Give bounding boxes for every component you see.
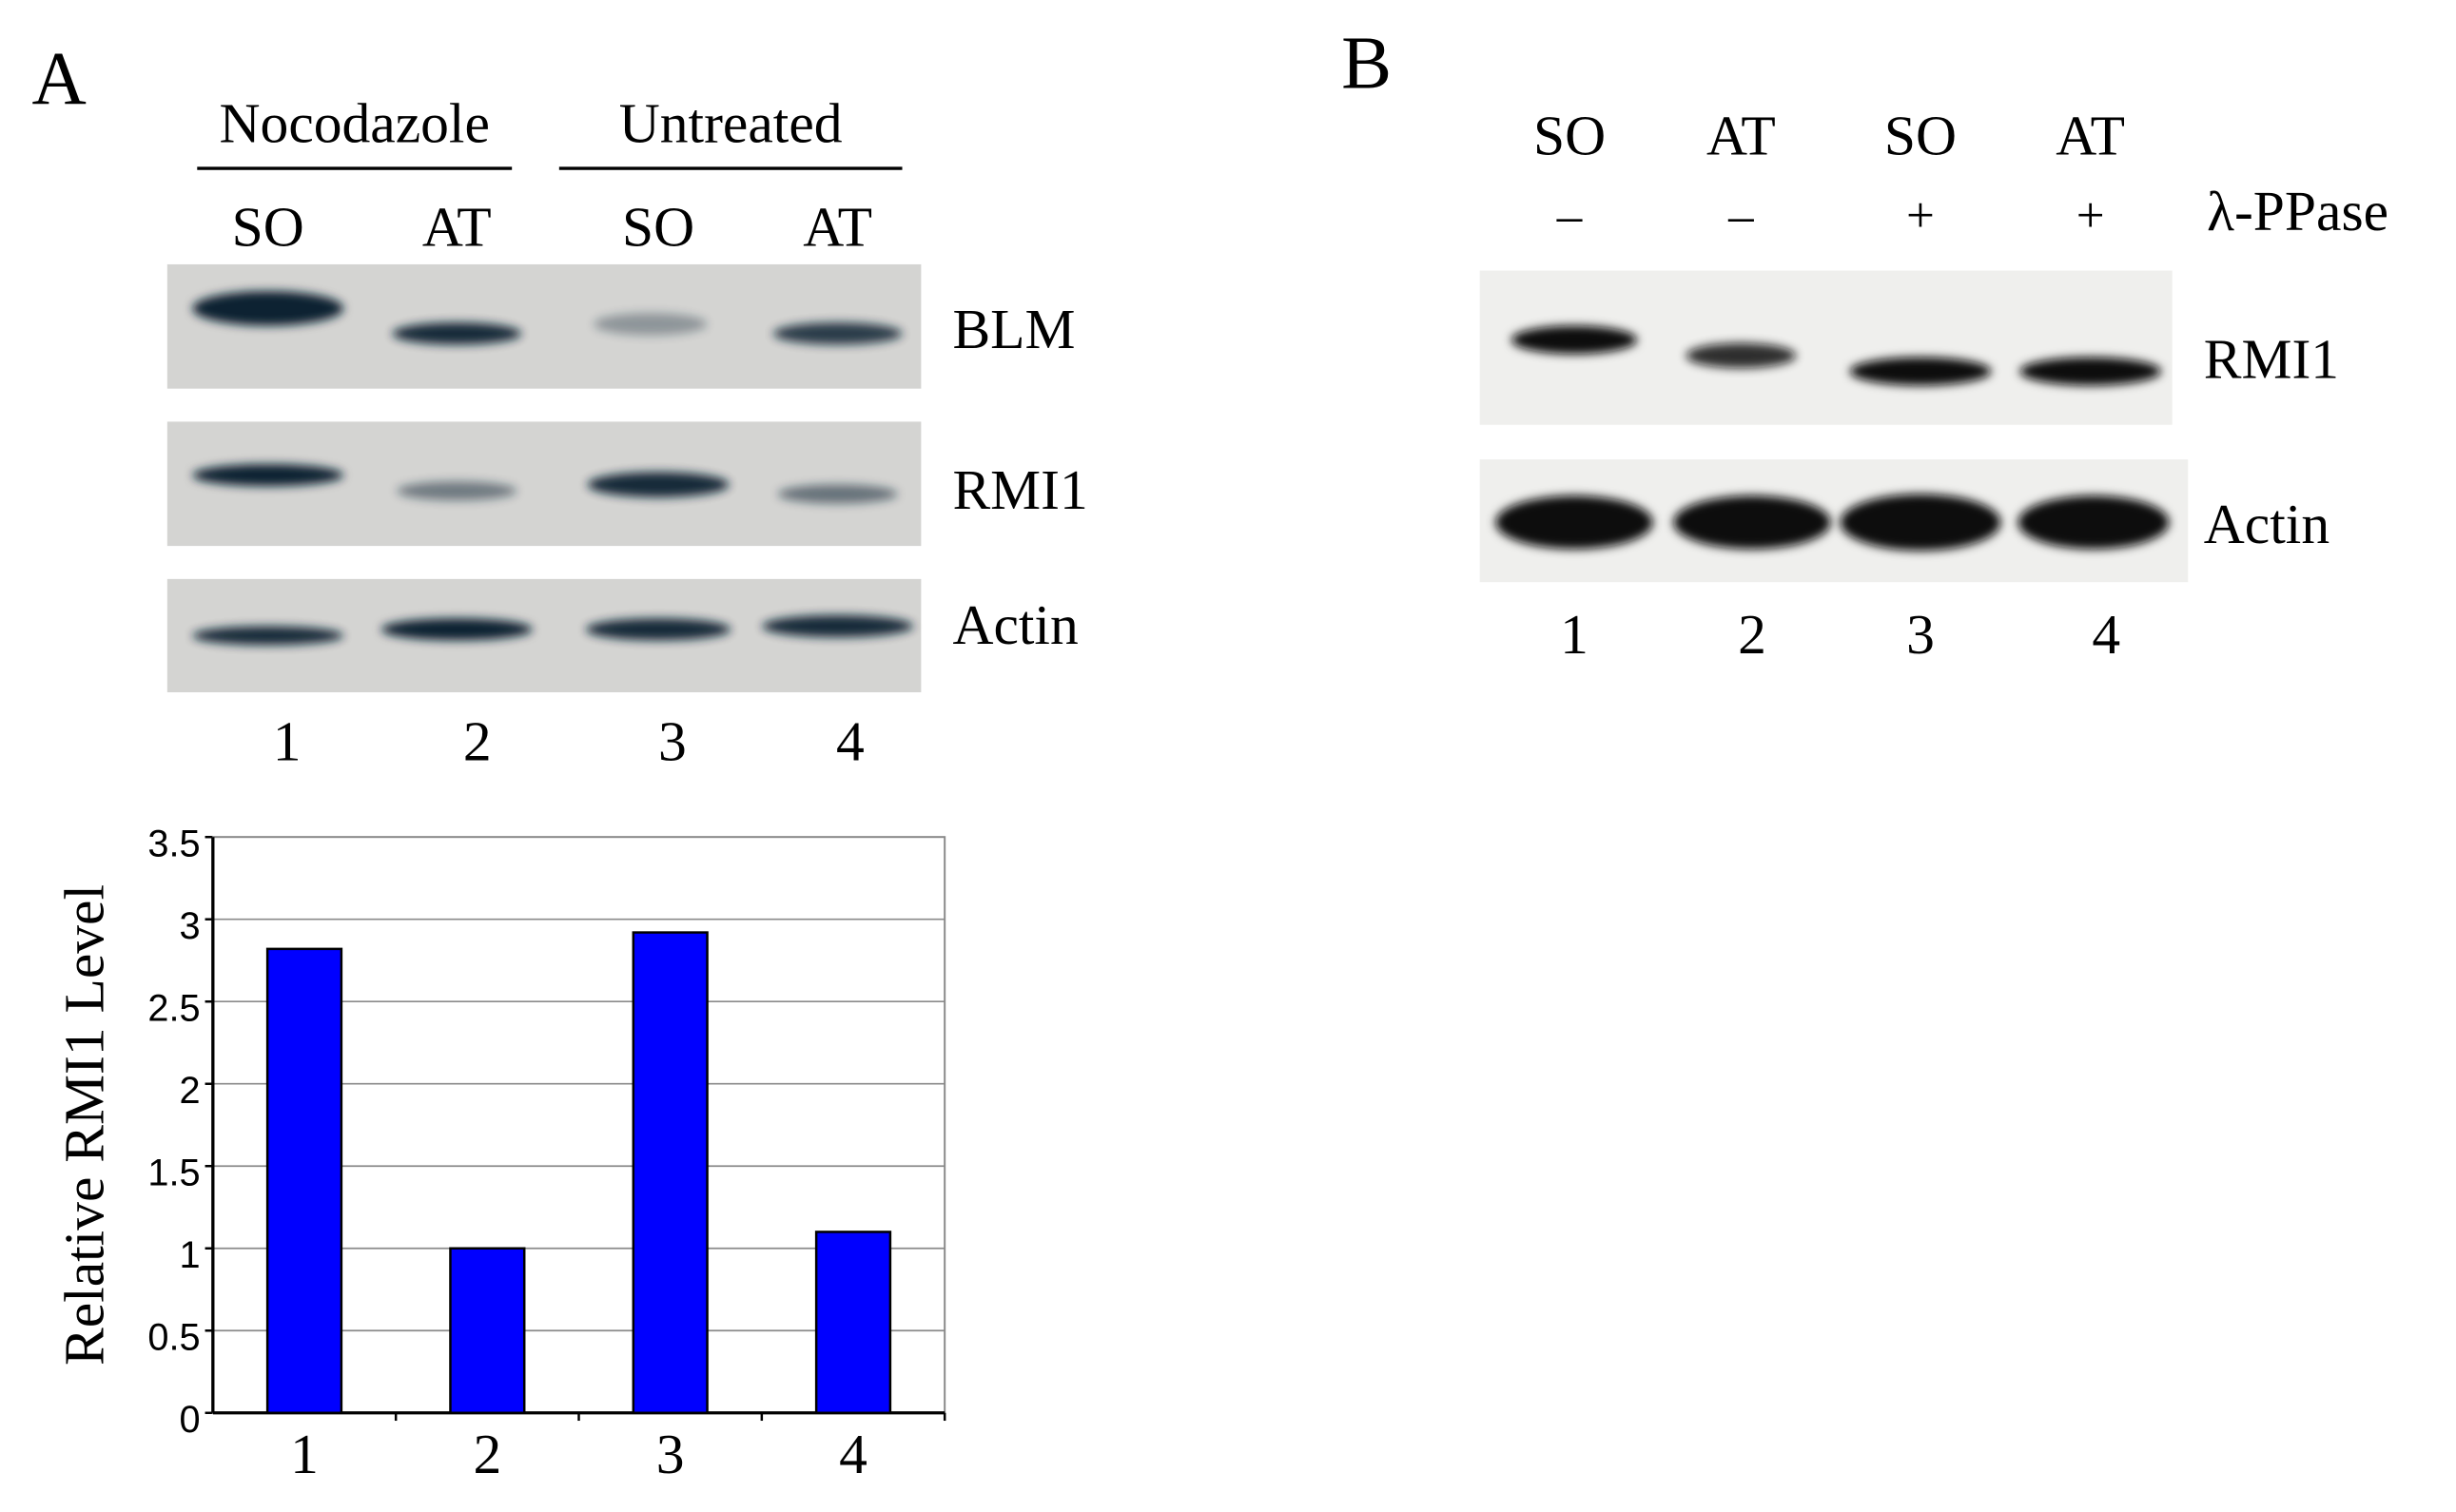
- lane-label: AT: [2056, 105, 2125, 167]
- blot-band: [772, 322, 903, 345]
- y-tick-label: 1.5: [147, 1153, 200, 1194]
- blot-label: RMI1: [952, 458, 1087, 521]
- y-tick-label: 0: [180, 1399, 201, 1441]
- blot-band: [1511, 325, 1638, 355]
- treatment-sign: +: [2076, 188, 2105, 243]
- blot-band: [1849, 357, 1992, 386]
- blot-band: [585, 618, 731, 641]
- blot-band: [192, 464, 344, 487]
- panel-label: A: [32, 37, 87, 121]
- lane-number: 2: [463, 710, 492, 773]
- blot-label: Actin: [2204, 493, 2329, 555]
- blot-band: [1840, 494, 2001, 552]
- blot-band: [2017, 495, 2170, 550]
- bar: [265, 947, 343, 1415]
- lane-number: 1: [1560, 603, 1589, 666]
- blot-band: [1673, 495, 1831, 550]
- blot-label: Actin: [952, 593, 1078, 656]
- y-tick-label: 2: [180, 1070, 201, 1112]
- lane-label: SO: [622, 196, 694, 259]
- lane-number: 3: [1906, 603, 1935, 666]
- y-axis-label: Relative RMI1 Level: [52, 884, 115, 1366]
- blot-band: [777, 484, 898, 504]
- treatment-sign: –: [1727, 188, 1754, 243]
- blot-band: [762, 614, 914, 638]
- treatment-sign: –: [1556, 188, 1583, 243]
- x-tick-label: 1: [290, 1423, 319, 1485]
- panel-label: B: [1341, 22, 1392, 106]
- y-tick-label: 3.5: [147, 824, 200, 865]
- blot-band: [192, 291, 344, 326]
- lane-label: SO: [1533, 105, 1606, 167]
- blot-band: [380, 618, 533, 641]
- blot-band: [1686, 342, 1797, 369]
- blot-label: BLM: [952, 298, 1075, 360]
- group-label: Nocodazole: [220, 91, 490, 154]
- blot-band: [594, 313, 708, 336]
- y-tick-label: 1: [180, 1234, 201, 1276]
- lane-label: AT: [1706, 105, 1776, 167]
- lane-number: 2: [1738, 603, 1766, 666]
- bar: [814, 1231, 892, 1415]
- blot-band: [192, 626, 344, 646]
- lane-number: 4: [836, 710, 865, 773]
- lane-label: AT: [422, 196, 492, 259]
- lane-number: 1: [273, 710, 302, 773]
- blot-band: [397, 481, 517, 501]
- bar: [632, 931, 709, 1415]
- lane-number: 4: [2092, 603, 2120, 666]
- treatment-label: λ-PPase: [2207, 180, 2388, 242]
- blot-band: [2019, 357, 2162, 386]
- y-tick-label: 3: [180, 905, 201, 947]
- blot-band: [392, 322, 522, 345]
- bar: [449, 1247, 526, 1415]
- lane-number: 3: [658, 710, 687, 773]
- x-tick-label: 3: [656, 1423, 685, 1485]
- treatment-sign: +: [1906, 188, 1935, 243]
- lane-label: AT: [803, 196, 872, 259]
- blot-band: [587, 472, 730, 497]
- lane-label: SO: [1884, 105, 1957, 167]
- y-tick-label: 2.5: [147, 988, 200, 1030]
- y-tick-label: 0.5: [147, 1317, 200, 1359]
- x-tick-label: 4: [839, 1423, 867, 1485]
- blot-label: RMI1: [2204, 328, 2339, 391]
- group-label: Untreated: [619, 91, 843, 154]
- blot-band: [1495, 495, 1653, 550]
- figure-content: A Nocodazole Untreated SO AT SO AT BLM RMI1 Actin…: [32, 22, 2389, 1485]
- x-tick-label: 2: [473, 1423, 501, 1485]
- lane-label: SO: [232, 196, 304, 259]
